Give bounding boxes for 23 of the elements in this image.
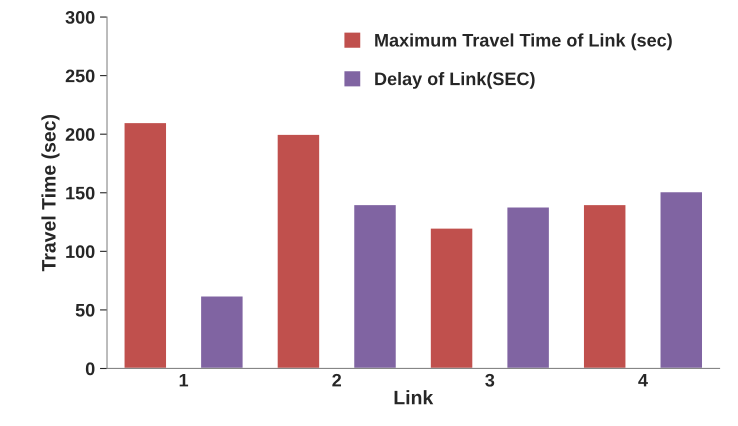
x-tick-label: 4 xyxy=(638,374,648,386)
y-tick-label: 100 xyxy=(66,245,94,258)
x-tick-label: 3 xyxy=(485,374,494,387)
legend-label: Delay of Link(SEC) xyxy=(375,72,535,89)
bar xyxy=(659,190,704,368)
y-tick-label: 50 xyxy=(76,304,94,317)
y-tick-label: 150 xyxy=(66,186,94,200)
bar xyxy=(276,133,321,368)
y-tick-label: 200 xyxy=(66,128,94,141)
bar xyxy=(506,206,550,368)
y-tick-label: 300 xyxy=(65,10,94,24)
bar xyxy=(123,122,168,368)
bar xyxy=(200,295,244,368)
x-tick-label: 2 xyxy=(332,374,342,386)
y-axis-title: Travel Time (sec) xyxy=(41,114,60,272)
legend-label: Maximum Travel Time of Link (sec) xyxy=(375,33,672,50)
bar xyxy=(352,204,398,368)
y-tick-label: 250 xyxy=(66,70,94,82)
y-tick-label: 0 xyxy=(86,362,94,376)
bar xyxy=(582,204,627,368)
x-axis-title: Link xyxy=(394,390,434,404)
bar xyxy=(429,227,474,368)
x-tick-label: 1 xyxy=(180,374,188,386)
